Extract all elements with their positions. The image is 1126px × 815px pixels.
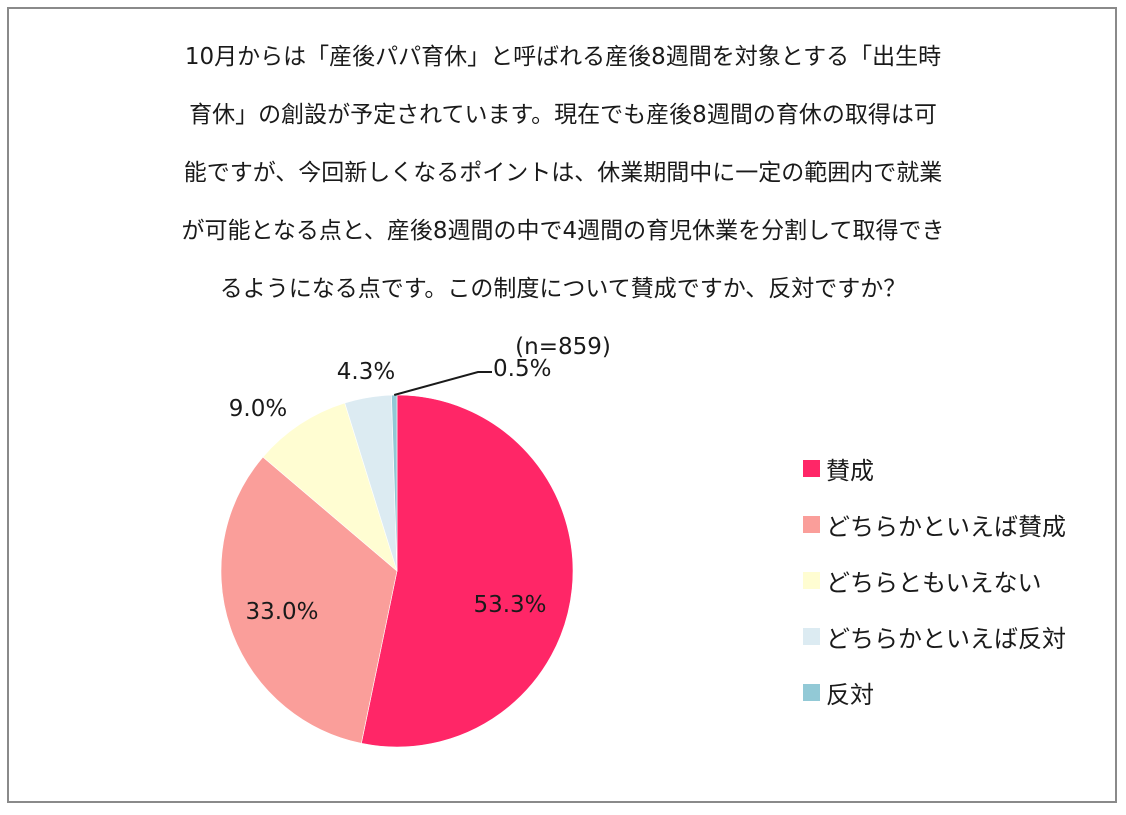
legend-item: どちらかといえば賛成 (803, 496, 1066, 552)
legend-swatch (803, 515, 820, 533)
legend: 賛成 どちらかといえば賛成 どちらともいえない どちらかといえば反対 反対 (803, 440, 1066, 720)
sample-size: (n=859) (515, 334, 611, 360)
pie-slice (220, 456, 398, 744)
legend-label: どちらかといえば賛成 (826, 512, 1066, 541)
leader-line (393, 371, 492, 396)
title-line: が可能となる点と、産後8週間の中で4週間の育児休業を分割して取得でき (181, 218, 945, 244)
data-label: 4.3% (337, 359, 395, 385)
title-line: 育休」の創設が予定されています。現在でも産後8週間の育休の取得は可 (189, 102, 937, 128)
data-label: 33.0% (245, 599, 318, 625)
legend-label: 反対 (826, 680, 874, 709)
pie-slice (262, 402, 398, 572)
legend-item: どちらともいえない (803, 552, 1066, 608)
legend-label: 賛成 (826, 456, 874, 485)
data-label: 9.0% (229, 396, 287, 422)
legend-item: どちらかといえば反対 (803, 608, 1066, 664)
data-label: 0.5% (493, 356, 551, 382)
data-label: 53.3% (473, 592, 546, 618)
legend-item: 賛成 (803, 440, 1066, 496)
title-line: るようになる点です。この制度について賛成ですか、反対ですか？ (219, 276, 907, 302)
chart-title: 10月からは「産後パパ育休」と呼ばれる産後8週間を対象とする「出生時 育休」の創… (0, 28, 1126, 376)
title-line: 能ですが、今回新しくなるポイントは、休業期間中に一定の範囲内で就業 (183, 160, 943, 186)
chart-frame (7, 7, 1117, 803)
legend-label: どちらかといえば反対 (826, 624, 1066, 653)
legend-swatch (803, 627, 820, 645)
legend-swatch (803, 459, 820, 477)
legend-item: 反対 (803, 664, 1066, 720)
legend-swatch (803, 683, 820, 701)
pie-slice (360, 394, 574, 748)
legend-label: どちらともいえない (826, 568, 1042, 597)
title-line: 10月からは「産後パパ育休」と呼ばれる産後8週間を対象とする「出生時 (184, 44, 942, 70)
legend-swatch (803, 571, 820, 589)
